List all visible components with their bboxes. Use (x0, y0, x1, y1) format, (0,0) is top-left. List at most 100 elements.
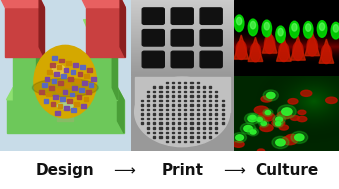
Bar (184, 141, 186, 142)
Ellipse shape (250, 21, 256, 29)
Ellipse shape (298, 110, 306, 115)
Bar (51, 102, 55, 105)
Polygon shape (112, 20, 118, 100)
Bar (215, 113, 217, 115)
Ellipse shape (52, 65, 65, 74)
Bar (59, 59, 64, 62)
Bar (184, 132, 186, 133)
Bar (77, 95, 81, 99)
Bar (197, 132, 199, 133)
Polygon shape (118, 88, 124, 133)
Bar (166, 104, 168, 106)
Bar (191, 132, 193, 133)
Bar (172, 136, 174, 138)
Bar (79, 88, 84, 92)
Circle shape (233, 132, 246, 143)
Bar (57, 106, 73, 121)
Ellipse shape (237, 17, 242, 25)
Bar (191, 118, 193, 119)
Bar (47, 70, 52, 74)
Bar (191, 86, 193, 88)
Bar (153, 86, 155, 88)
Bar (141, 118, 143, 119)
Ellipse shape (257, 149, 265, 153)
Bar (209, 132, 211, 133)
Bar (80, 65, 85, 69)
Bar (191, 109, 193, 110)
Bar (203, 100, 205, 101)
Circle shape (250, 130, 256, 134)
Circle shape (273, 115, 285, 124)
Circle shape (282, 108, 292, 115)
Bar (166, 132, 168, 133)
Circle shape (257, 117, 262, 122)
Ellipse shape (317, 21, 327, 37)
Bar (197, 86, 199, 88)
Ellipse shape (288, 99, 298, 104)
Bar (153, 95, 155, 97)
Bar (209, 136, 211, 138)
Bar (172, 118, 174, 119)
Bar (153, 136, 155, 138)
Bar (147, 122, 149, 124)
Ellipse shape (236, 41, 246, 60)
FancyBboxPatch shape (142, 8, 164, 24)
Ellipse shape (331, 22, 339, 39)
Polygon shape (39, 0, 44, 57)
Text: Print: Print (161, 163, 203, 178)
Bar (159, 95, 161, 97)
Ellipse shape (57, 103, 73, 109)
Bar (191, 136, 193, 138)
Circle shape (248, 128, 258, 136)
Bar (191, 127, 193, 129)
Ellipse shape (326, 97, 337, 103)
Bar (184, 95, 186, 97)
Bar (83, 97, 88, 101)
Bar (221, 113, 224, 115)
Bar (56, 88, 61, 92)
Bar (197, 127, 199, 129)
Circle shape (276, 139, 285, 146)
Circle shape (272, 136, 289, 149)
Bar (89, 32, 118, 100)
Bar (147, 104, 149, 106)
Bar (89, 84, 94, 87)
Bar (209, 104, 211, 106)
Bar (215, 109, 217, 110)
Circle shape (259, 120, 269, 127)
Bar (72, 86, 77, 90)
Bar (215, 127, 217, 129)
Ellipse shape (290, 21, 299, 38)
Bar (191, 141, 193, 142)
Bar (147, 127, 149, 129)
Bar (159, 86, 161, 88)
Bar (53, 95, 58, 99)
Ellipse shape (272, 119, 285, 127)
Bar (153, 113, 155, 115)
Bar (191, 113, 193, 115)
Bar (166, 82, 168, 83)
Polygon shape (81, 0, 125, 8)
Bar (184, 127, 186, 129)
Ellipse shape (282, 136, 298, 145)
Text: Design: Design (36, 163, 95, 178)
Bar (178, 100, 180, 101)
Ellipse shape (333, 25, 338, 32)
Bar (215, 118, 217, 119)
Bar (72, 108, 76, 112)
Bar (166, 100, 168, 101)
Bar (203, 113, 205, 115)
Circle shape (236, 135, 243, 140)
Bar (221, 104, 224, 106)
Bar (141, 104, 143, 106)
Bar (159, 132, 161, 133)
Bar (221, 100, 224, 101)
Ellipse shape (279, 125, 288, 130)
Bar (203, 95, 205, 97)
Ellipse shape (305, 24, 311, 31)
Bar (57, 65, 61, 69)
Bar (159, 109, 161, 110)
Circle shape (276, 117, 283, 122)
Bar (172, 82, 174, 83)
Bar (209, 95, 211, 97)
